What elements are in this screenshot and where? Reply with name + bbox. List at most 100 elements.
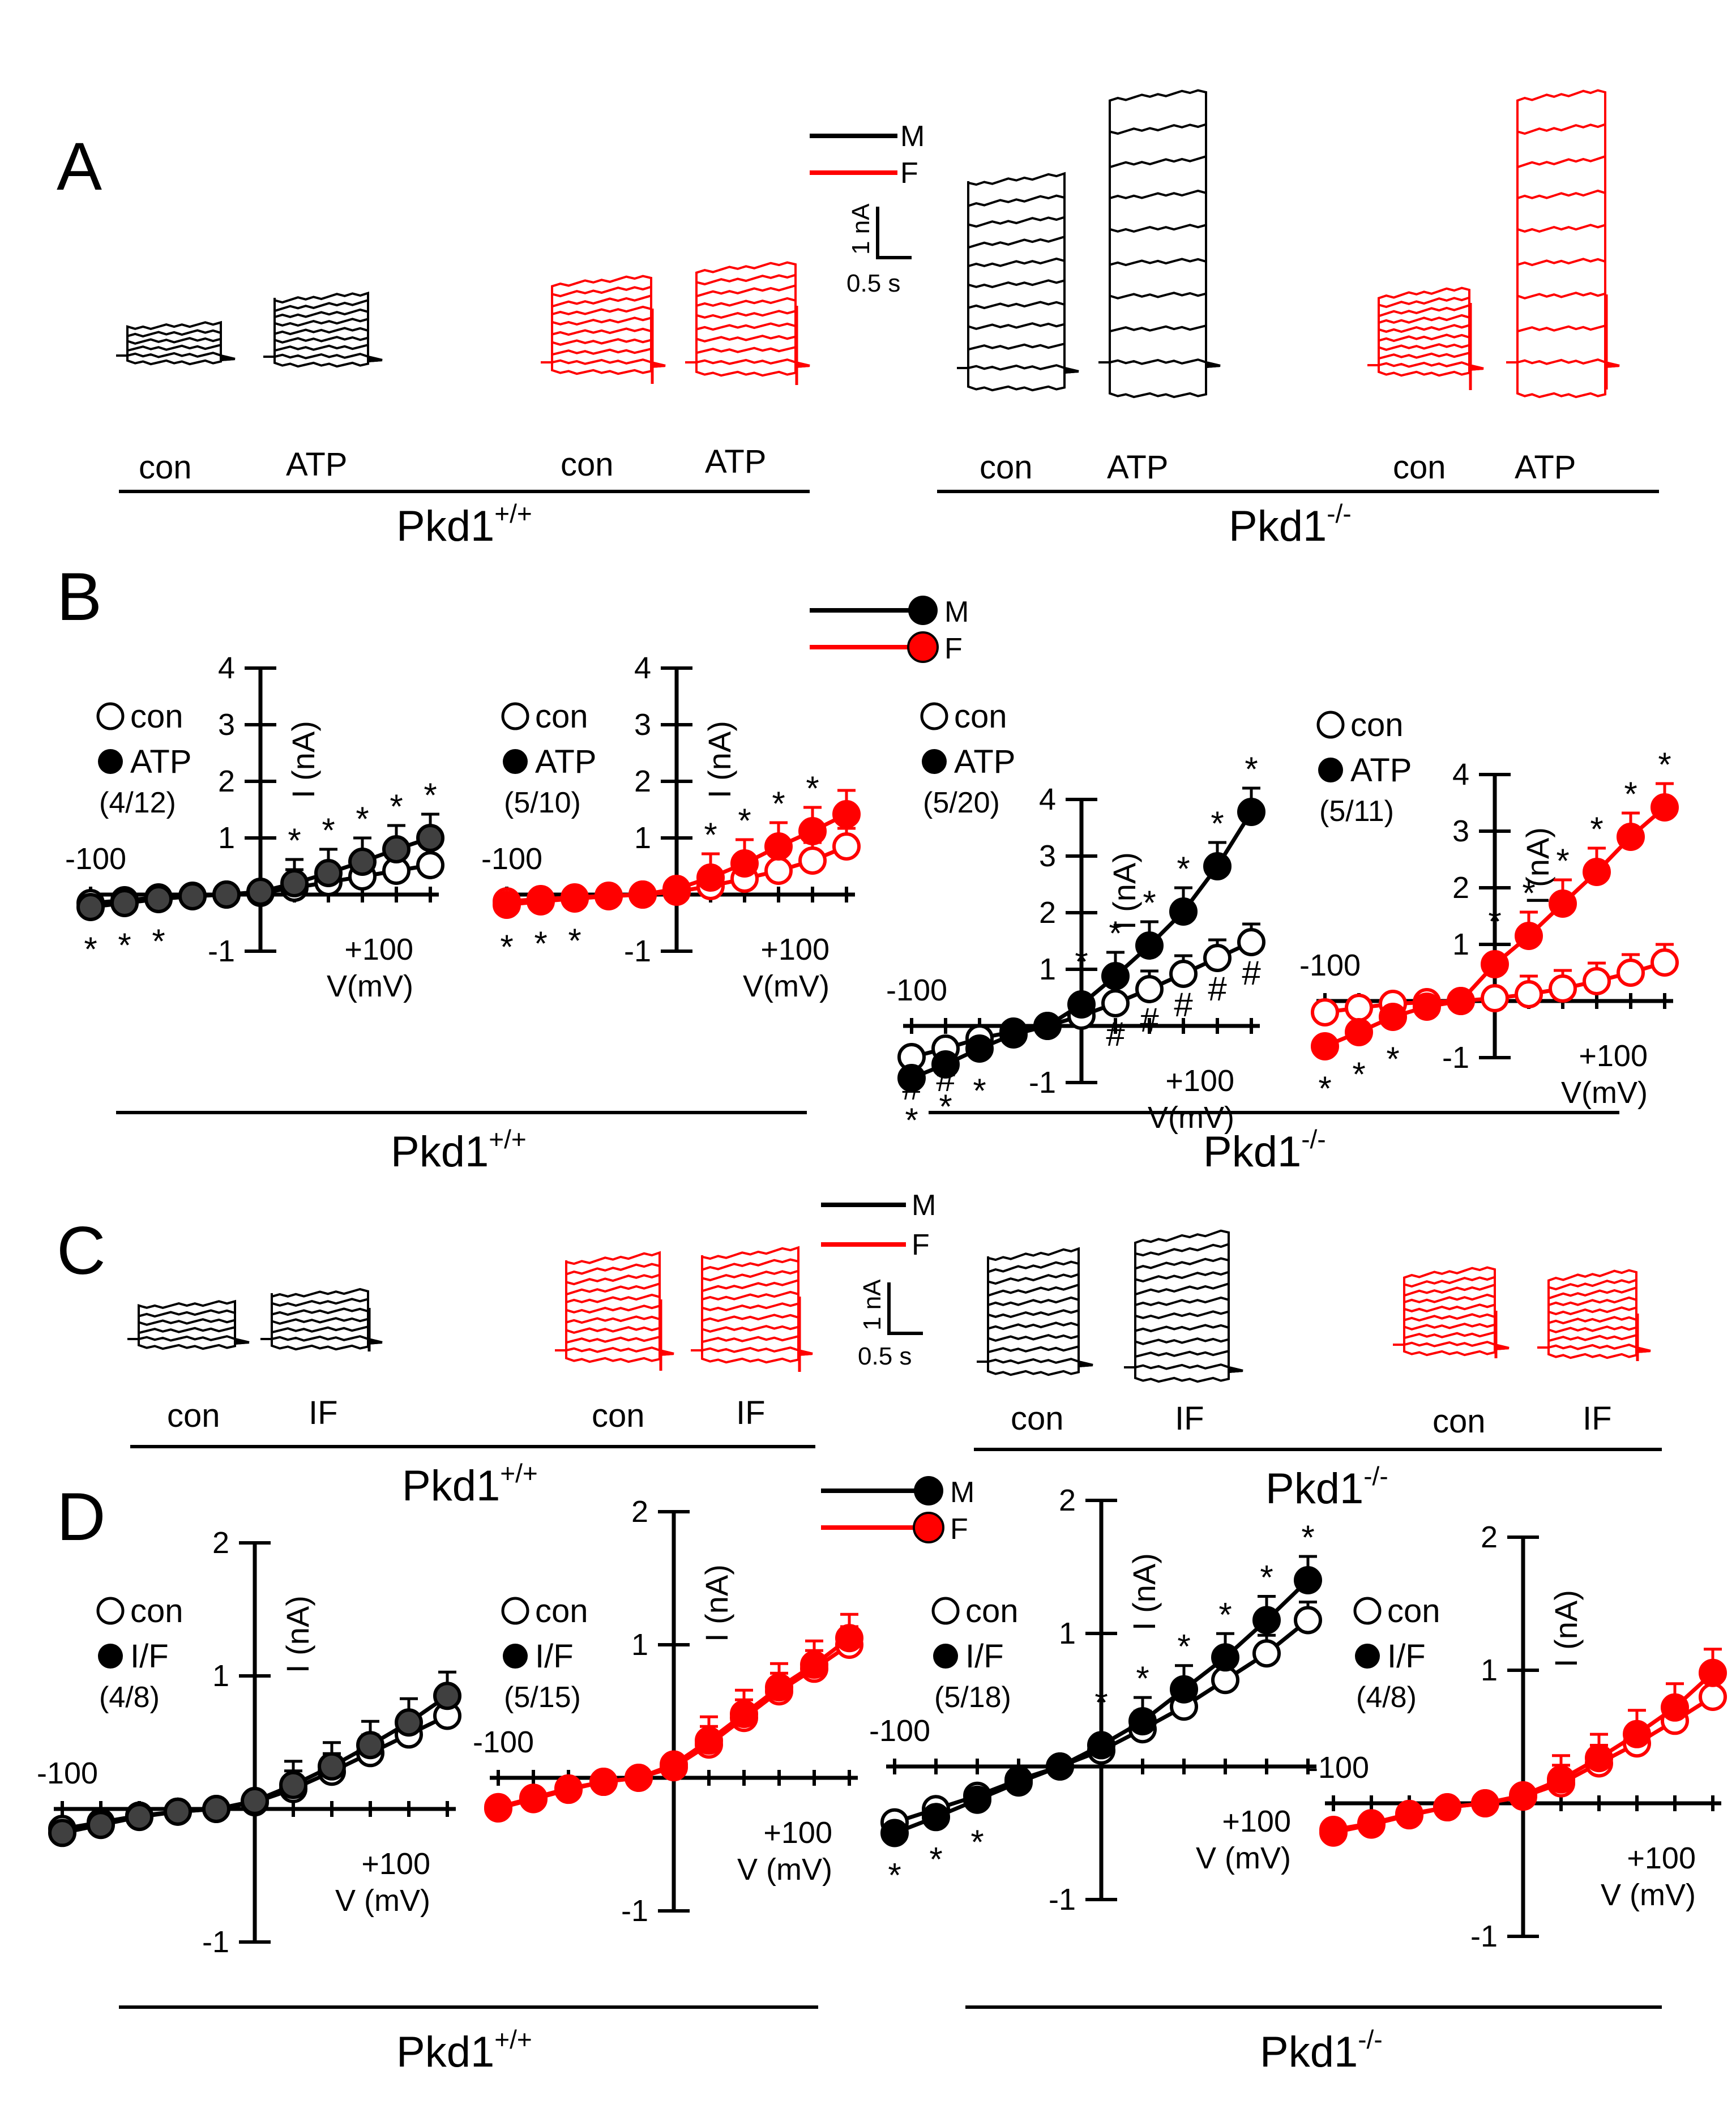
y-tick-label: 2 bbox=[1481, 1520, 1498, 1554]
current-trace bbox=[1367, 363, 1484, 377]
data-point-treatment bbox=[125, 1803, 153, 1832]
current-trace bbox=[977, 1345, 1093, 1368]
current-trace bbox=[685, 358, 810, 367]
legend-con-marker bbox=[1353, 1597, 1382, 1625]
y-tick-label: 4 bbox=[218, 651, 235, 685]
data-point-treatment bbox=[880, 1819, 909, 1847]
current-trace bbox=[541, 347, 666, 369]
trace-family bbox=[263, 291, 383, 368]
data-point-control bbox=[1583, 967, 1611, 995]
current-trace bbox=[1537, 1333, 1651, 1354]
data-point-treatment bbox=[832, 800, 861, 828]
significance-marker: * bbox=[390, 788, 403, 825]
data-point-treatment bbox=[1357, 1810, 1386, 1839]
data-point-treatment bbox=[931, 1050, 960, 1079]
panel-c-legend: M F bbox=[821, 1189, 936, 1261]
y-tick-label: 3 bbox=[1039, 839, 1056, 873]
x-tick-label: -100 bbox=[1299, 948, 1361, 982]
y-tick-label: -1 bbox=[202, 1925, 229, 1959]
x-axis-label: V (mV) bbox=[1196, 1841, 1291, 1875]
y-tick-label: 2 bbox=[212, 1526, 229, 1560]
current-trace bbox=[1124, 1270, 1243, 1374]
y-axis-label: I (nA) bbox=[1106, 852, 1142, 930]
legend-male-label: M bbox=[944, 596, 969, 628]
current-trace bbox=[957, 215, 1079, 374]
data-point-treatment bbox=[835, 1624, 863, 1653]
current-trace bbox=[263, 343, 383, 363]
legend-treatment-marker bbox=[1355, 1644, 1380, 1669]
current-trace bbox=[1124, 1229, 1243, 1374]
current-trace bbox=[263, 355, 383, 368]
trace-label: con bbox=[1433, 1403, 1486, 1440]
legend-con-label: con bbox=[1350, 707, 1404, 743]
data-point-treatment bbox=[1311, 1032, 1339, 1060]
data-point-treatment bbox=[1547, 1765, 1575, 1794]
y-tick-label: -1 bbox=[1049, 1883, 1076, 1917]
panel-label-a: A bbox=[57, 129, 102, 204]
legend-n-label: (5/20) bbox=[923, 786, 1000, 819]
panel-label-d: D bbox=[57, 1479, 106, 1555]
significance-marker: * bbox=[1590, 810, 1603, 848]
data-point-treatment bbox=[589, 1768, 618, 1797]
legend-treatment-label: I/F bbox=[965, 1638, 1004, 1675]
y-tick-label: 2 bbox=[218, 764, 235, 798]
y-tick-label: 2 bbox=[634, 764, 651, 798]
scale-bar-c: 1 nA 0.5 s bbox=[858, 1279, 923, 1370]
data-point-treatment bbox=[1128, 1707, 1157, 1736]
data-point-treatment bbox=[1170, 1675, 1198, 1704]
genotype-superscript: -/- bbox=[1363, 1461, 1388, 1491]
legend-con-label: con bbox=[535, 698, 588, 735]
current-trace bbox=[555, 1273, 674, 1357]
y-tick-label: 3 bbox=[634, 708, 651, 742]
current-trace bbox=[116, 352, 236, 360]
data-point-treatment bbox=[1033, 1012, 1062, 1040]
y-tick-label: 1 bbox=[634, 821, 651, 855]
current-trace bbox=[1124, 1324, 1243, 1372]
data-point-control bbox=[1549, 974, 1577, 1003]
significance-marker: * bbox=[1245, 750, 1258, 788]
data-point-treatment bbox=[395, 1708, 423, 1737]
current-trace bbox=[1098, 358, 1221, 367]
x-tick-label: -100 bbox=[65, 842, 126, 876]
genotype-name: Pkd1 bbox=[402, 1462, 500, 1510]
plot-legend: con I/F (4/8) bbox=[1353, 1593, 1440, 1714]
current-trace bbox=[1124, 1366, 1243, 1383]
significance-marker: * bbox=[704, 816, 717, 854]
data-point-treatment bbox=[1237, 798, 1265, 826]
data-point-treatment bbox=[561, 884, 589, 913]
current-trace bbox=[1098, 258, 1221, 367]
significance-marker: * bbox=[905, 1101, 918, 1139]
legend-treatment-label: ATP bbox=[130, 743, 192, 780]
significance-marker: * bbox=[888, 1857, 901, 1894]
legend-female-marker bbox=[907, 631, 939, 663]
legend-treatment-label: ATP bbox=[1350, 752, 1412, 789]
genotype-name: Pkd1 bbox=[396, 502, 494, 550]
legend-treatment-label: I/F bbox=[130, 1638, 169, 1675]
panel-b-legend: M F bbox=[810, 596, 969, 665]
data-point-treatment bbox=[696, 863, 725, 892]
trace-label: con bbox=[592, 1397, 645, 1434]
data-point-control bbox=[1515, 980, 1543, 1008]
hash-marker: # bbox=[902, 1069, 921, 1107]
data-point-treatment bbox=[628, 880, 657, 909]
data-point-treatment bbox=[212, 880, 241, 909]
scale-bar-current: 1 nA bbox=[858, 1279, 886, 1331]
current-trace bbox=[555, 1349, 674, 1363]
current-trace bbox=[555, 1251, 674, 1355]
x-axis-label: V(mV) bbox=[743, 969, 829, 1003]
current-trace bbox=[541, 361, 666, 375]
data-point-treatment bbox=[1661, 1693, 1689, 1722]
current-trace bbox=[127, 1337, 250, 1350]
current-trace bbox=[555, 1346, 674, 1355]
data-point-treatment bbox=[1135, 931, 1164, 960]
hash-marker: # bbox=[1174, 986, 1193, 1024]
data-point-treatment bbox=[1433, 1793, 1461, 1822]
significance-marker: * bbox=[973, 1072, 986, 1110]
current-trace bbox=[260, 1288, 383, 1344]
trace-family bbox=[1537, 1269, 1651, 1361]
legend-treatment-marker bbox=[1318, 758, 1343, 782]
y-tick-label: 1 bbox=[631, 1628, 648, 1662]
panel-label-b: B bbox=[57, 559, 102, 635]
trace-label: IF bbox=[309, 1395, 338, 1431]
significance-marker: * bbox=[806, 769, 819, 807]
